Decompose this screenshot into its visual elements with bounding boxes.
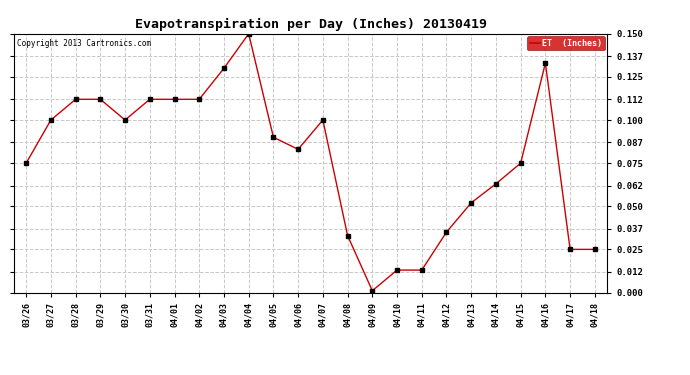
Text: Copyright 2013 Cartronics.com: Copyright 2013 Cartronics.com bbox=[17, 39, 151, 48]
Title: Evapotranspiration per Day (Inches) 20130419: Evapotranspiration per Day (Inches) 2013… bbox=[135, 18, 486, 31]
Legend: ET  (Inches): ET (Inches) bbox=[527, 36, 604, 50]
